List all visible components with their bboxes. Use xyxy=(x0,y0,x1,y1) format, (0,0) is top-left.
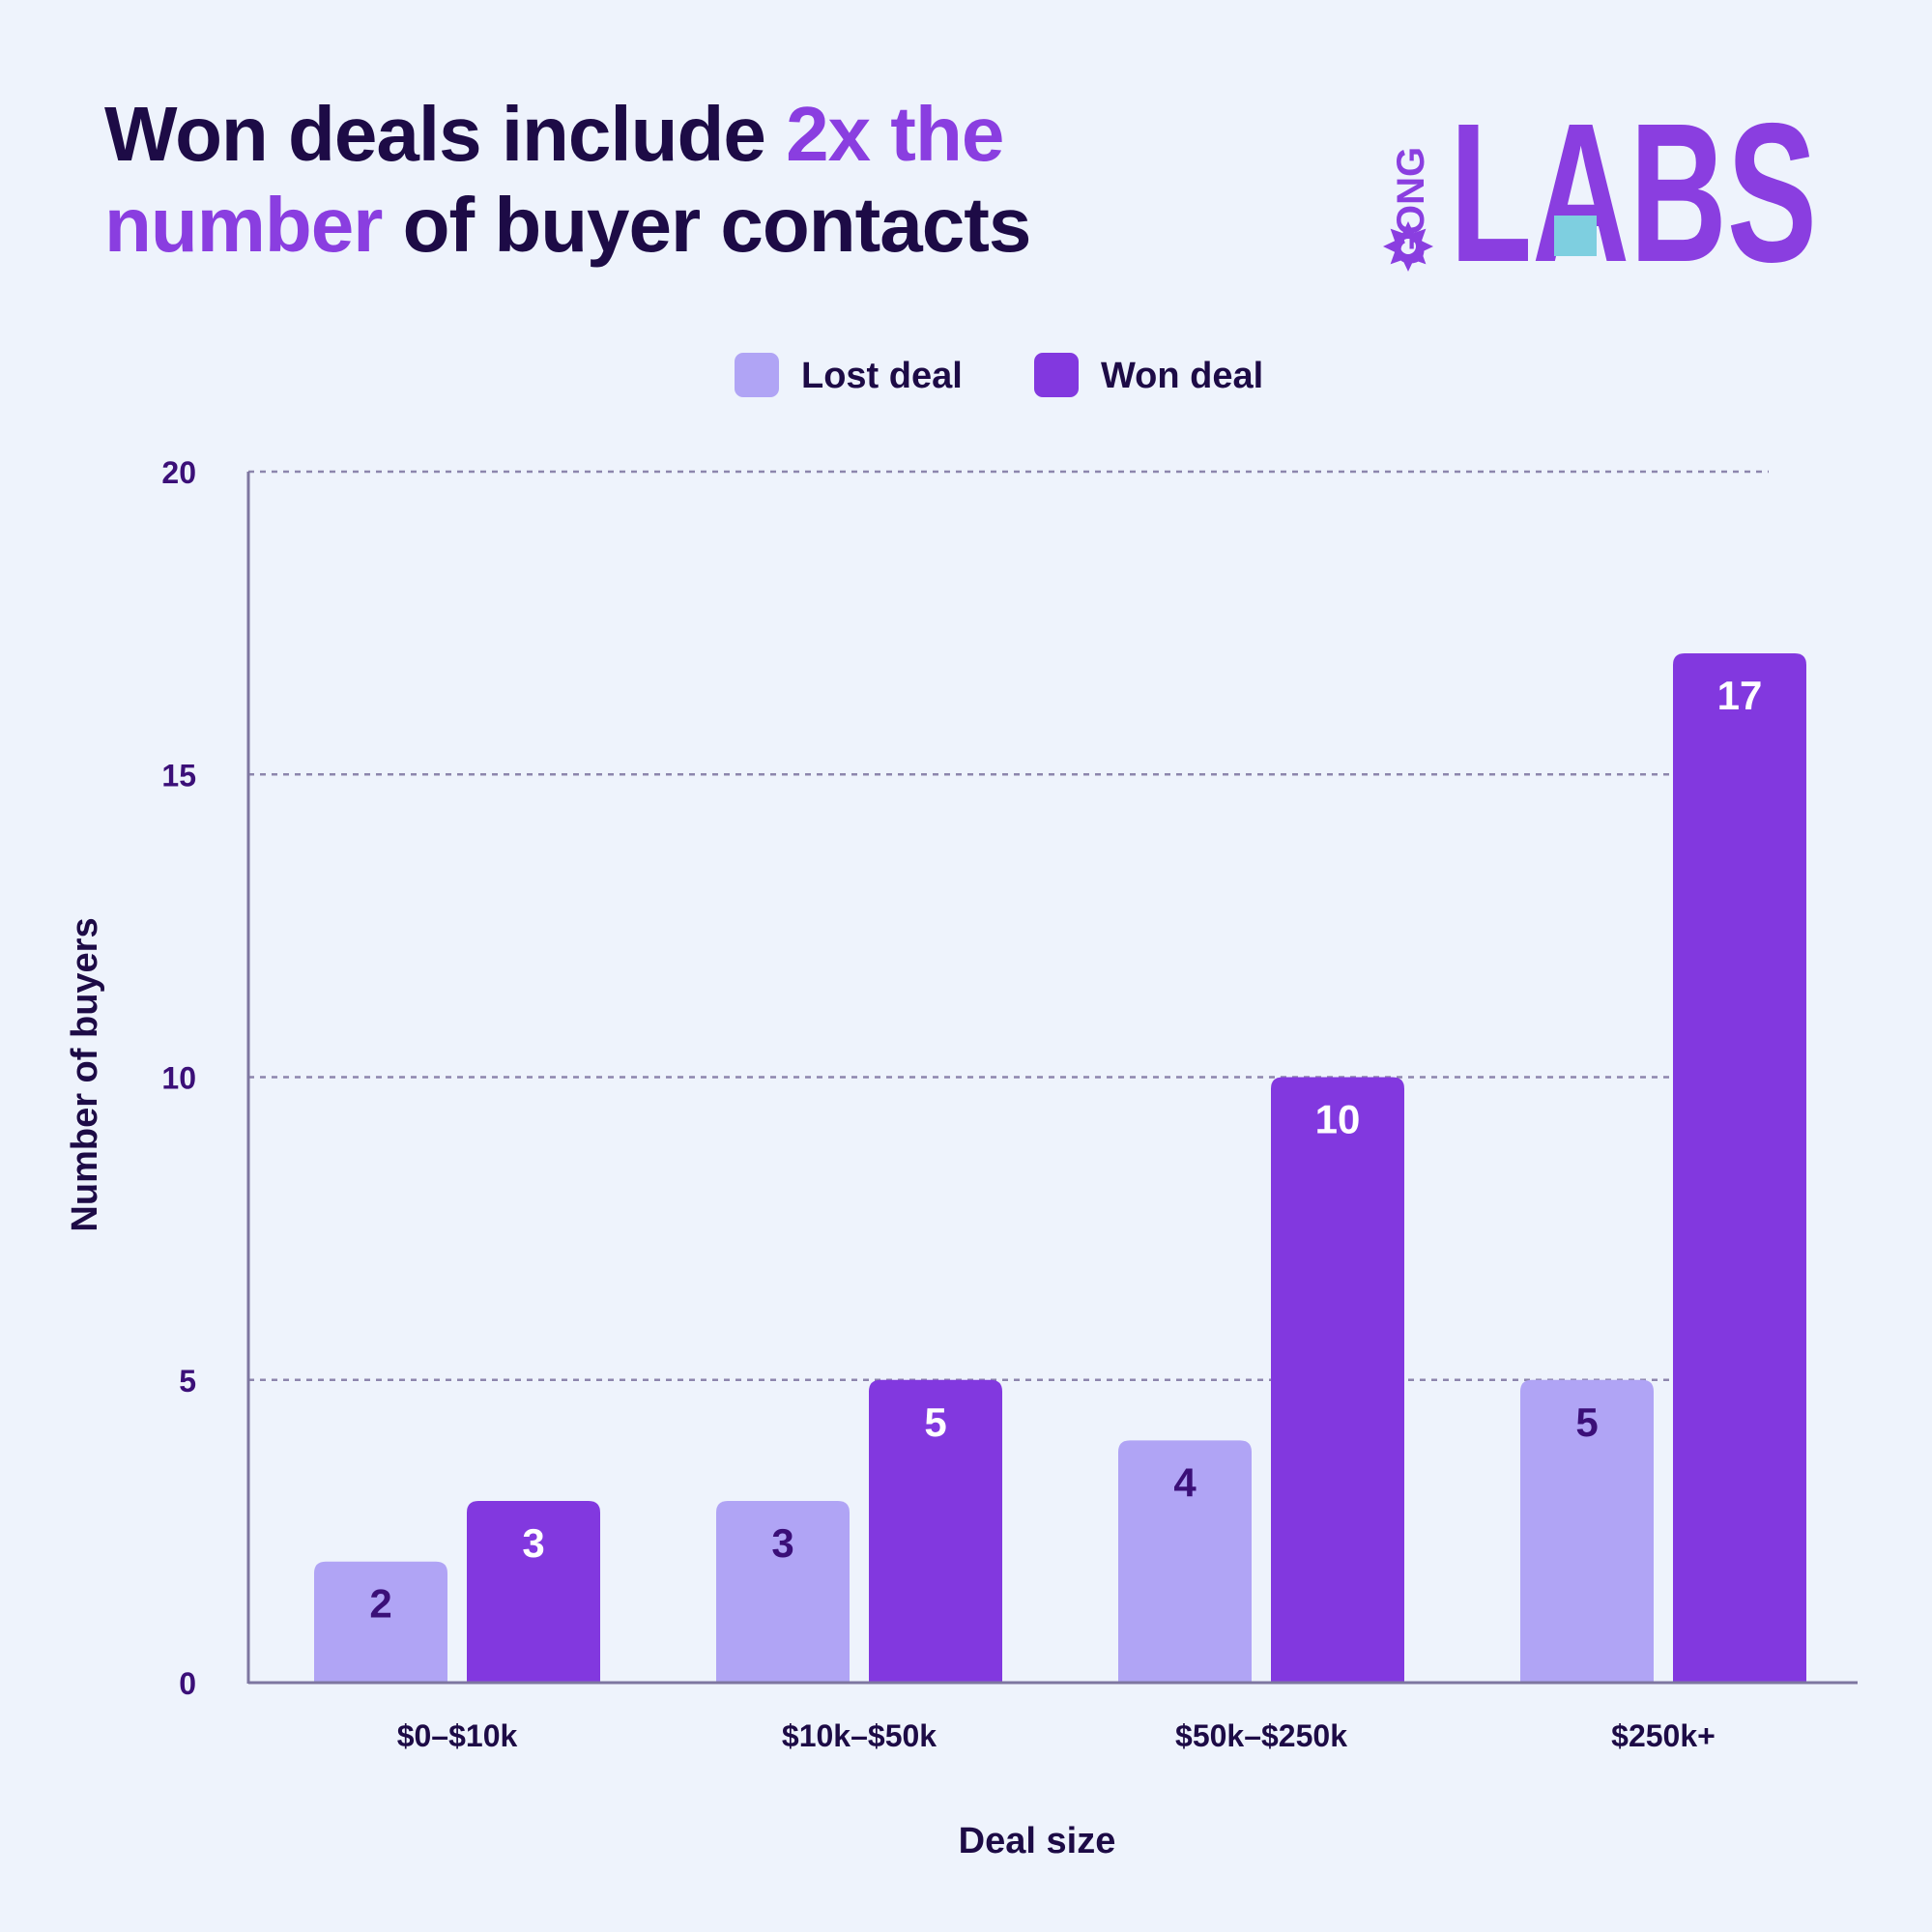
axes xyxy=(246,472,1858,1685)
starburst-icon xyxy=(1383,221,1433,272)
bar-won-deal-2 xyxy=(869,1379,1002,1683)
x-tick-label-2: $10k–$50k xyxy=(782,1718,937,1753)
x-axis-title: Deal size xyxy=(959,1821,1116,1861)
bar-lost-deal-3 xyxy=(1118,1440,1252,1683)
bar-lost-deal-1 xyxy=(314,1561,447,1683)
logo-big-text: LABS xyxy=(1450,101,1817,275)
y-tick-label-5: 5 xyxy=(179,1364,196,1399)
bars: 2 3 3 5 4 10 5 17 xyxy=(314,652,1806,1684)
y-tick-label-15: 15 xyxy=(161,758,196,793)
bar-won-deal-3 xyxy=(1271,1077,1404,1683)
logo-flask-fill xyxy=(1554,216,1597,256)
y-tick-label-10: 10 xyxy=(161,1061,196,1096)
title-highlight-2: number xyxy=(104,182,383,268)
x-tick-label-3: $50k–$250k xyxy=(1175,1718,1347,1753)
y-tick-label-20: 20 xyxy=(161,455,196,490)
data-label-won-deal-4: 17 xyxy=(1717,673,1763,718)
y-tick-label-0: 0 xyxy=(179,1666,196,1701)
bar-lost-deal-2 xyxy=(716,1501,850,1683)
bar-lost-deal-4 xyxy=(1520,1379,1654,1683)
data-label-lost-deal-3: 4 xyxy=(1173,1459,1197,1505)
x-tick-label-4: $250k+ xyxy=(1611,1718,1716,1753)
data-label-won-deal-1: 3 xyxy=(522,1520,544,1566)
legend-swatch-lost-deal xyxy=(735,353,779,397)
logo-small-text: GONG xyxy=(1390,147,1432,265)
data-label-lost-deal-2: 3 xyxy=(771,1520,793,1566)
data-label-won-deal-3: 10 xyxy=(1315,1097,1361,1142)
chart-title: Won deals include 2x the number of buyer … xyxy=(104,89,1032,271)
y-axis-title: Number of buyers xyxy=(65,917,105,1231)
data-label-won-deal-2: 5 xyxy=(924,1399,946,1445)
gong-labs-logo: GONG LABS xyxy=(1383,101,1817,275)
title-highlight-1: 2x the xyxy=(786,91,1004,177)
legend-label-lost-deal: Lost deal xyxy=(801,356,963,396)
data-label-lost-deal-4: 5 xyxy=(1575,1399,1598,1445)
x-tick-label-1: $0–$10k xyxy=(397,1718,518,1753)
data-label-lost-deal-1: 2 xyxy=(369,1581,391,1627)
title-part-2: of buyer contacts xyxy=(382,182,1032,268)
title-part-1: Won deals include xyxy=(104,91,787,177)
legend: Lost deal Won deal xyxy=(735,353,1263,397)
gridlines xyxy=(248,470,1769,1381)
bar-won-deal-1 xyxy=(467,1501,600,1683)
logo-wordmark: LABS xyxy=(1450,101,1817,275)
legend-label-won-deal: Won deal xyxy=(1101,356,1263,396)
tick-labels: 0 5 10 15 20 $0–$10k $10k–$50k $50k–$250k $250k+ xyxy=(161,455,1715,1753)
legend-swatch-won-deal xyxy=(1034,353,1079,397)
bar-won-deal-4 xyxy=(1673,652,1806,1684)
